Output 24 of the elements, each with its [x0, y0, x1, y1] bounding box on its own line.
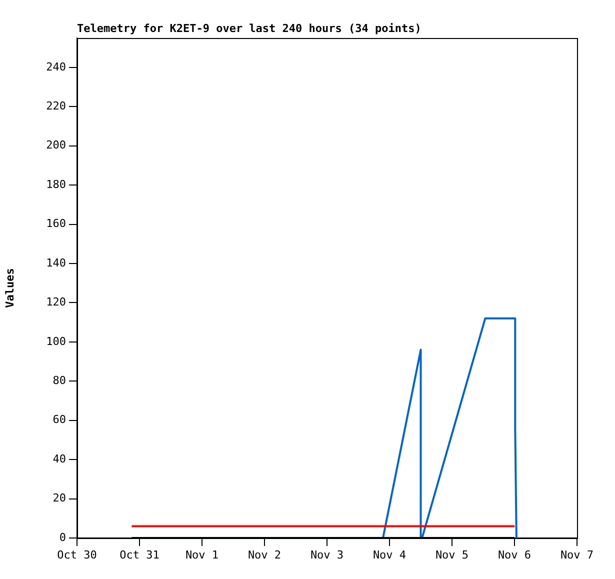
y-tick-label: 140 — [46, 256, 66, 270]
y-tick-label: 180 — [46, 178, 66, 191]
y-tick-label: 80 — [52, 374, 66, 387]
y-tick-label: 200 — [46, 138, 66, 152]
y-tick-label: 60 — [52, 413, 66, 426]
y-tick-label: 100 — [46, 334, 66, 348]
x-tick-label: Oct 30 — [57, 548, 97, 562]
x-tick-label: Nov 3 — [310, 548, 344, 562]
y-tick-label: 240 — [46, 60, 66, 74]
y-tick-label: 20 — [52, 492, 66, 505]
y-tick-label: 220 — [46, 99, 66, 112]
y-tick-label: 0 — [59, 530, 66, 544]
y-axis-title: Values — [3, 268, 16, 308]
x-tick-label: Nov 7 — [560, 548, 594, 562]
x-tick-label: Nov 5 — [435, 548, 469, 562]
x-tick-label: Oct 31 — [120, 548, 160, 562]
x-tick-label: Nov 4 — [372, 548, 406, 562]
y-tick-label: 160 — [46, 217, 66, 230]
y-tick-label: 120 — [46, 296, 66, 309]
x-tick-label: Nov 1 — [185, 548, 219, 562]
y-tick-label: 40 — [52, 452, 66, 466]
x-tick-label: Nov 6 — [498, 548, 532, 562]
x-tick-label: Nov 2 — [248, 548, 282, 562]
chart-title: Telemetry for K2ET-9 over last 240 hours (34 points) — [77, 22, 422, 35]
